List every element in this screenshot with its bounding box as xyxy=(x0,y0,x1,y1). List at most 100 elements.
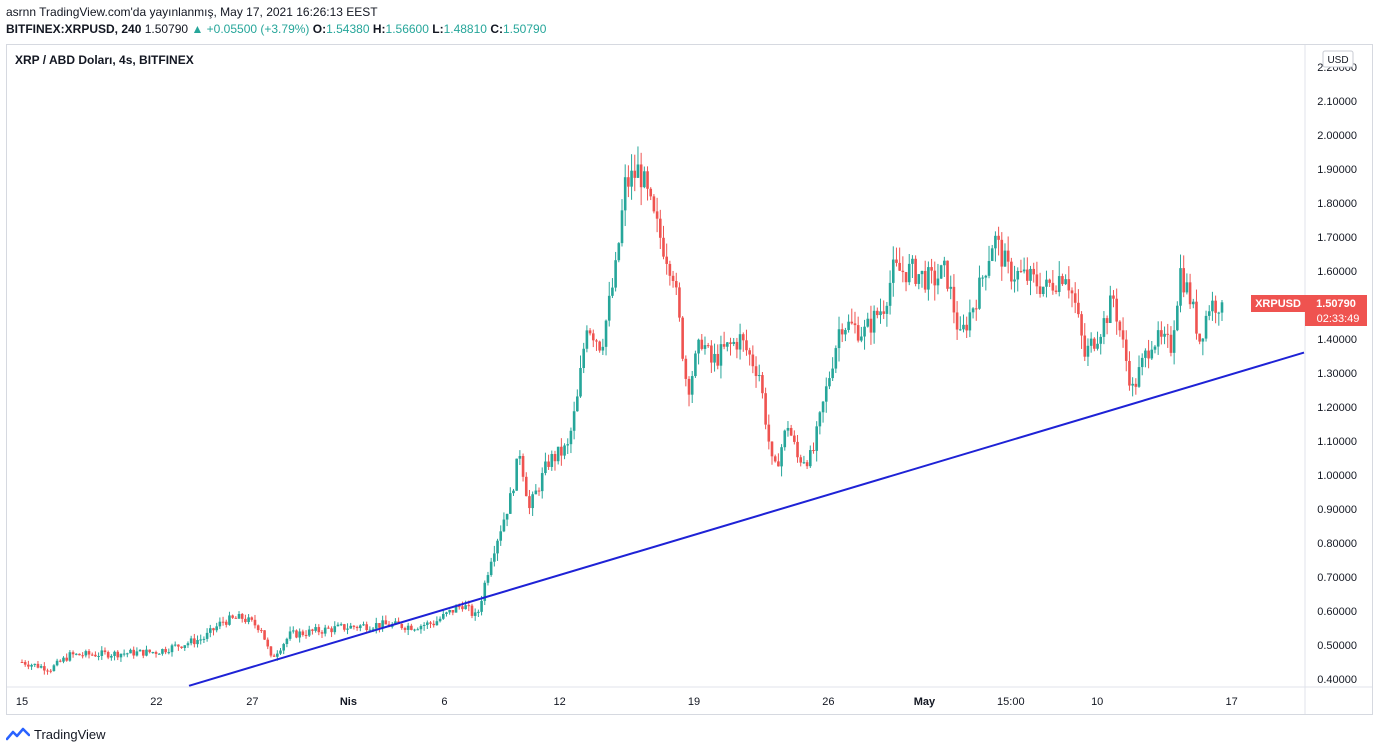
candle-body xyxy=(103,650,107,653)
candle-body xyxy=(904,272,908,283)
candle-body xyxy=(441,613,445,619)
candle-body xyxy=(891,259,895,283)
price-tick-label: 2.00000 xyxy=(1317,130,1357,142)
candle-body xyxy=(161,648,164,654)
candle-body xyxy=(521,456,525,477)
candle-body xyxy=(438,618,442,622)
candle-body xyxy=(1016,271,1020,280)
candle-body xyxy=(183,645,187,648)
candle-body xyxy=(697,339,700,354)
candle-body xyxy=(1163,333,1166,337)
candle-body xyxy=(33,663,37,665)
candle-body xyxy=(1038,286,1042,295)
candle-body xyxy=(263,630,266,640)
candle-body xyxy=(1176,305,1179,331)
candle-body xyxy=(901,270,905,273)
candle-body xyxy=(748,350,751,355)
candle-body xyxy=(477,611,480,613)
candle-body xyxy=(687,378,691,395)
candle-body xyxy=(1118,321,1122,331)
candle-body xyxy=(445,612,448,614)
candle-body xyxy=(646,171,649,189)
candle-body xyxy=(164,648,167,653)
candle-body xyxy=(291,630,295,632)
candle-body xyxy=(751,354,755,367)
candle-body xyxy=(234,617,238,619)
candle-body xyxy=(240,613,244,619)
candle-body xyxy=(100,650,104,656)
candle-body xyxy=(74,653,78,655)
candle-body xyxy=(177,644,180,647)
candle-body xyxy=(1048,279,1051,283)
candle-body xyxy=(1022,269,1026,272)
candle-body xyxy=(224,621,228,625)
candle-body xyxy=(269,646,273,656)
candle-body xyxy=(413,629,416,631)
candle-body xyxy=(327,627,330,629)
candle-body xyxy=(202,638,206,640)
candle-body xyxy=(406,625,410,630)
footer[interactable]: TradingView xyxy=(6,724,106,744)
candle-body xyxy=(1077,302,1080,315)
candle-body xyxy=(1201,338,1205,342)
candle-body xyxy=(62,657,65,662)
candle-body xyxy=(572,411,576,431)
candle-body xyxy=(850,321,854,324)
time-tick-label: 26 xyxy=(822,696,834,708)
candle-body xyxy=(1096,343,1099,349)
symbol-label: BITFINEX:XRPUSD, 240 xyxy=(6,22,142,36)
candle-body xyxy=(544,461,547,474)
candle-body xyxy=(272,655,276,657)
candle-body xyxy=(1041,286,1045,295)
candle-body xyxy=(962,324,965,330)
candle-body xyxy=(598,341,601,351)
candles xyxy=(20,146,1224,675)
candle-body xyxy=(818,412,822,427)
ohlc-line: BITFINEX:XRPUSD, 240 1.50790 ▲ +0.05500 … xyxy=(6,21,546,37)
candle-body xyxy=(949,286,953,289)
candle-body xyxy=(735,341,739,350)
candle-body xyxy=(343,624,346,630)
publisher-line: asrnn TradingView.com'da yayınlanmış, Ma… xyxy=(6,5,378,19)
candle-body xyxy=(489,561,493,576)
candle-body xyxy=(907,263,911,283)
candle-body xyxy=(553,454,557,462)
candle-body xyxy=(1070,290,1074,294)
candle-body xyxy=(981,277,984,279)
candle-body xyxy=(467,605,471,607)
candle-body xyxy=(1179,268,1182,306)
candle-body xyxy=(336,624,340,627)
candle-body xyxy=(710,345,713,363)
trendline[interactable] xyxy=(188,351,1305,687)
chart-frame[interactable] xyxy=(6,44,1373,715)
candle-body xyxy=(764,393,767,425)
candle-body xyxy=(639,164,643,188)
candle-body xyxy=(789,427,793,436)
candle-body xyxy=(1086,345,1090,357)
candle-body xyxy=(879,311,882,316)
open-label: O: xyxy=(312,22,327,36)
candle-body xyxy=(943,260,946,266)
candle-body xyxy=(505,513,509,520)
candle-body xyxy=(499,531,503,541)
candle-body xyxy=(170,645,174,653)
tradingview-logo-icon xyxy=(6,727,30,741)
currency-badge[interactable]: USD xyxy=(1322,50,1354,68)
price-tick-label: 0.40000 xyxy=(1317,674,1357,686)
candle-body xyxy=(808,450,812,467)
candle-body xyxy=(898,262,901,271)
candle-body xyxy=(173,644,177,646)
candle-body xyxy=(671,275,675,282)
candle-body xyxy=(378,623,381,628)
candle-body xyxy=(358,625,362,629)
candle-body xyxy=(911,258,914,264)
candle-body xyxy=(231,615,234,618)
candle-body xyxy=(94,654,97,657)
candle-body xyxy=(1166,333,1170,335)
candle-body xyxy=(493,553,496,562)
candle-body xyxy=(288,631,292,639)
candle-body xyxy=(1207,311,1211,316)
candle-body xyxy=(655,211,659,219)
candle-body xyxy=(837,329,841,349)
